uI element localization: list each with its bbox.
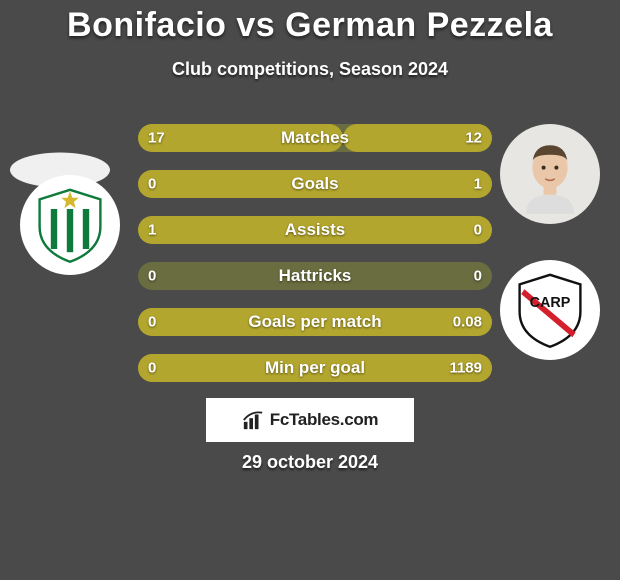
stat-label: Goals per match [248, 312, 381, 332]
footer-date: 29 october 2024 [242, 452, 378, 473]
infographic: Bonifacio vs German Pezzela Club competi… [0, 0, 620, 580]
stat-value-left: 0 [148, 176, 156, 193]
right-club-badge: CARP [500, 260, 600, 360]
stat-value-left: 1 [148, 222, 156, 239]
stat-row: 0 1189 Min per goal [138, 354, 492, 382]
right-player-face-icon [510, 134, 590, 214]
stat-label: Min per goal [265, 358, 365, 378]
stat-value-right: 1189 [449, 360, 482, 377]
stat-value-right: 12 [465, 130, 482, 147]
stat-value-right: 0 [474, 268, 482, 285]
stat-value-right: 0 [474, 222, 482, 239]
stat-label: Goals [291, 174, 338, 194]
stat-label: Matches [281, 128, 349, 148]
stat-row: 17 12 Matches [138, 124, 492, 152]
page-title: Bonifacio vs German Pezzela [0, 0, 620, 45]
svg-text:CARP: CARP [530, 295, 571, 311]
stat-value-left: 0 [148, 360, 156, 377]
stat-row: 0 0 Hattricks [138, 262, 492, 290]
stat-row: 0 1 Goals [138, 170, 492, 198]
brand-text: FcTables.com [270, 410, 379, 430]
stat-value-right: 0.08 [453, 314, 482, 331]
club-badge-icon: CARP [500, 260, 600, 360]
brand-logo-icon [242, 409, 264, 431]
stat-row: 0 0.08 Goals per match [138, 308, 492, 336]
brand-box: FcTables.com [206, 398, 414, 442]
stat-value-left: 0 [148, 268, 156, 285]
stat-label: Hattricks [279, 266, 352, 286]
right-club-shield-icon: CARP [510, 270, 590, 350]
stat-row: 1 0 Assists [138, 216, 492, 244]
club-badge-icon [20, 175, 120, 275]
left-club-badge [20, 175, 120, 275]
left-club-shield-icon [30, 185, 110, 265]
right-player-avatar [500, 124, 600, 224]
stat-value-left: 0 [148, 314, 156, 331]
stats-panel: 1712Matches01Goals10Assists00Hattricks00… [138, 124, 492, 382]
stat-value-left: 17 [148, 130, 165, 147]
page-subtitle: Club competitions, Season 2024 [0, 59, 620, 80]
player-face-icon [500, 124, 600, 224]
stat-label: Assists [285, 220, 345, 240]
stat-value-right: 1 [474, 176, 482, 193]
